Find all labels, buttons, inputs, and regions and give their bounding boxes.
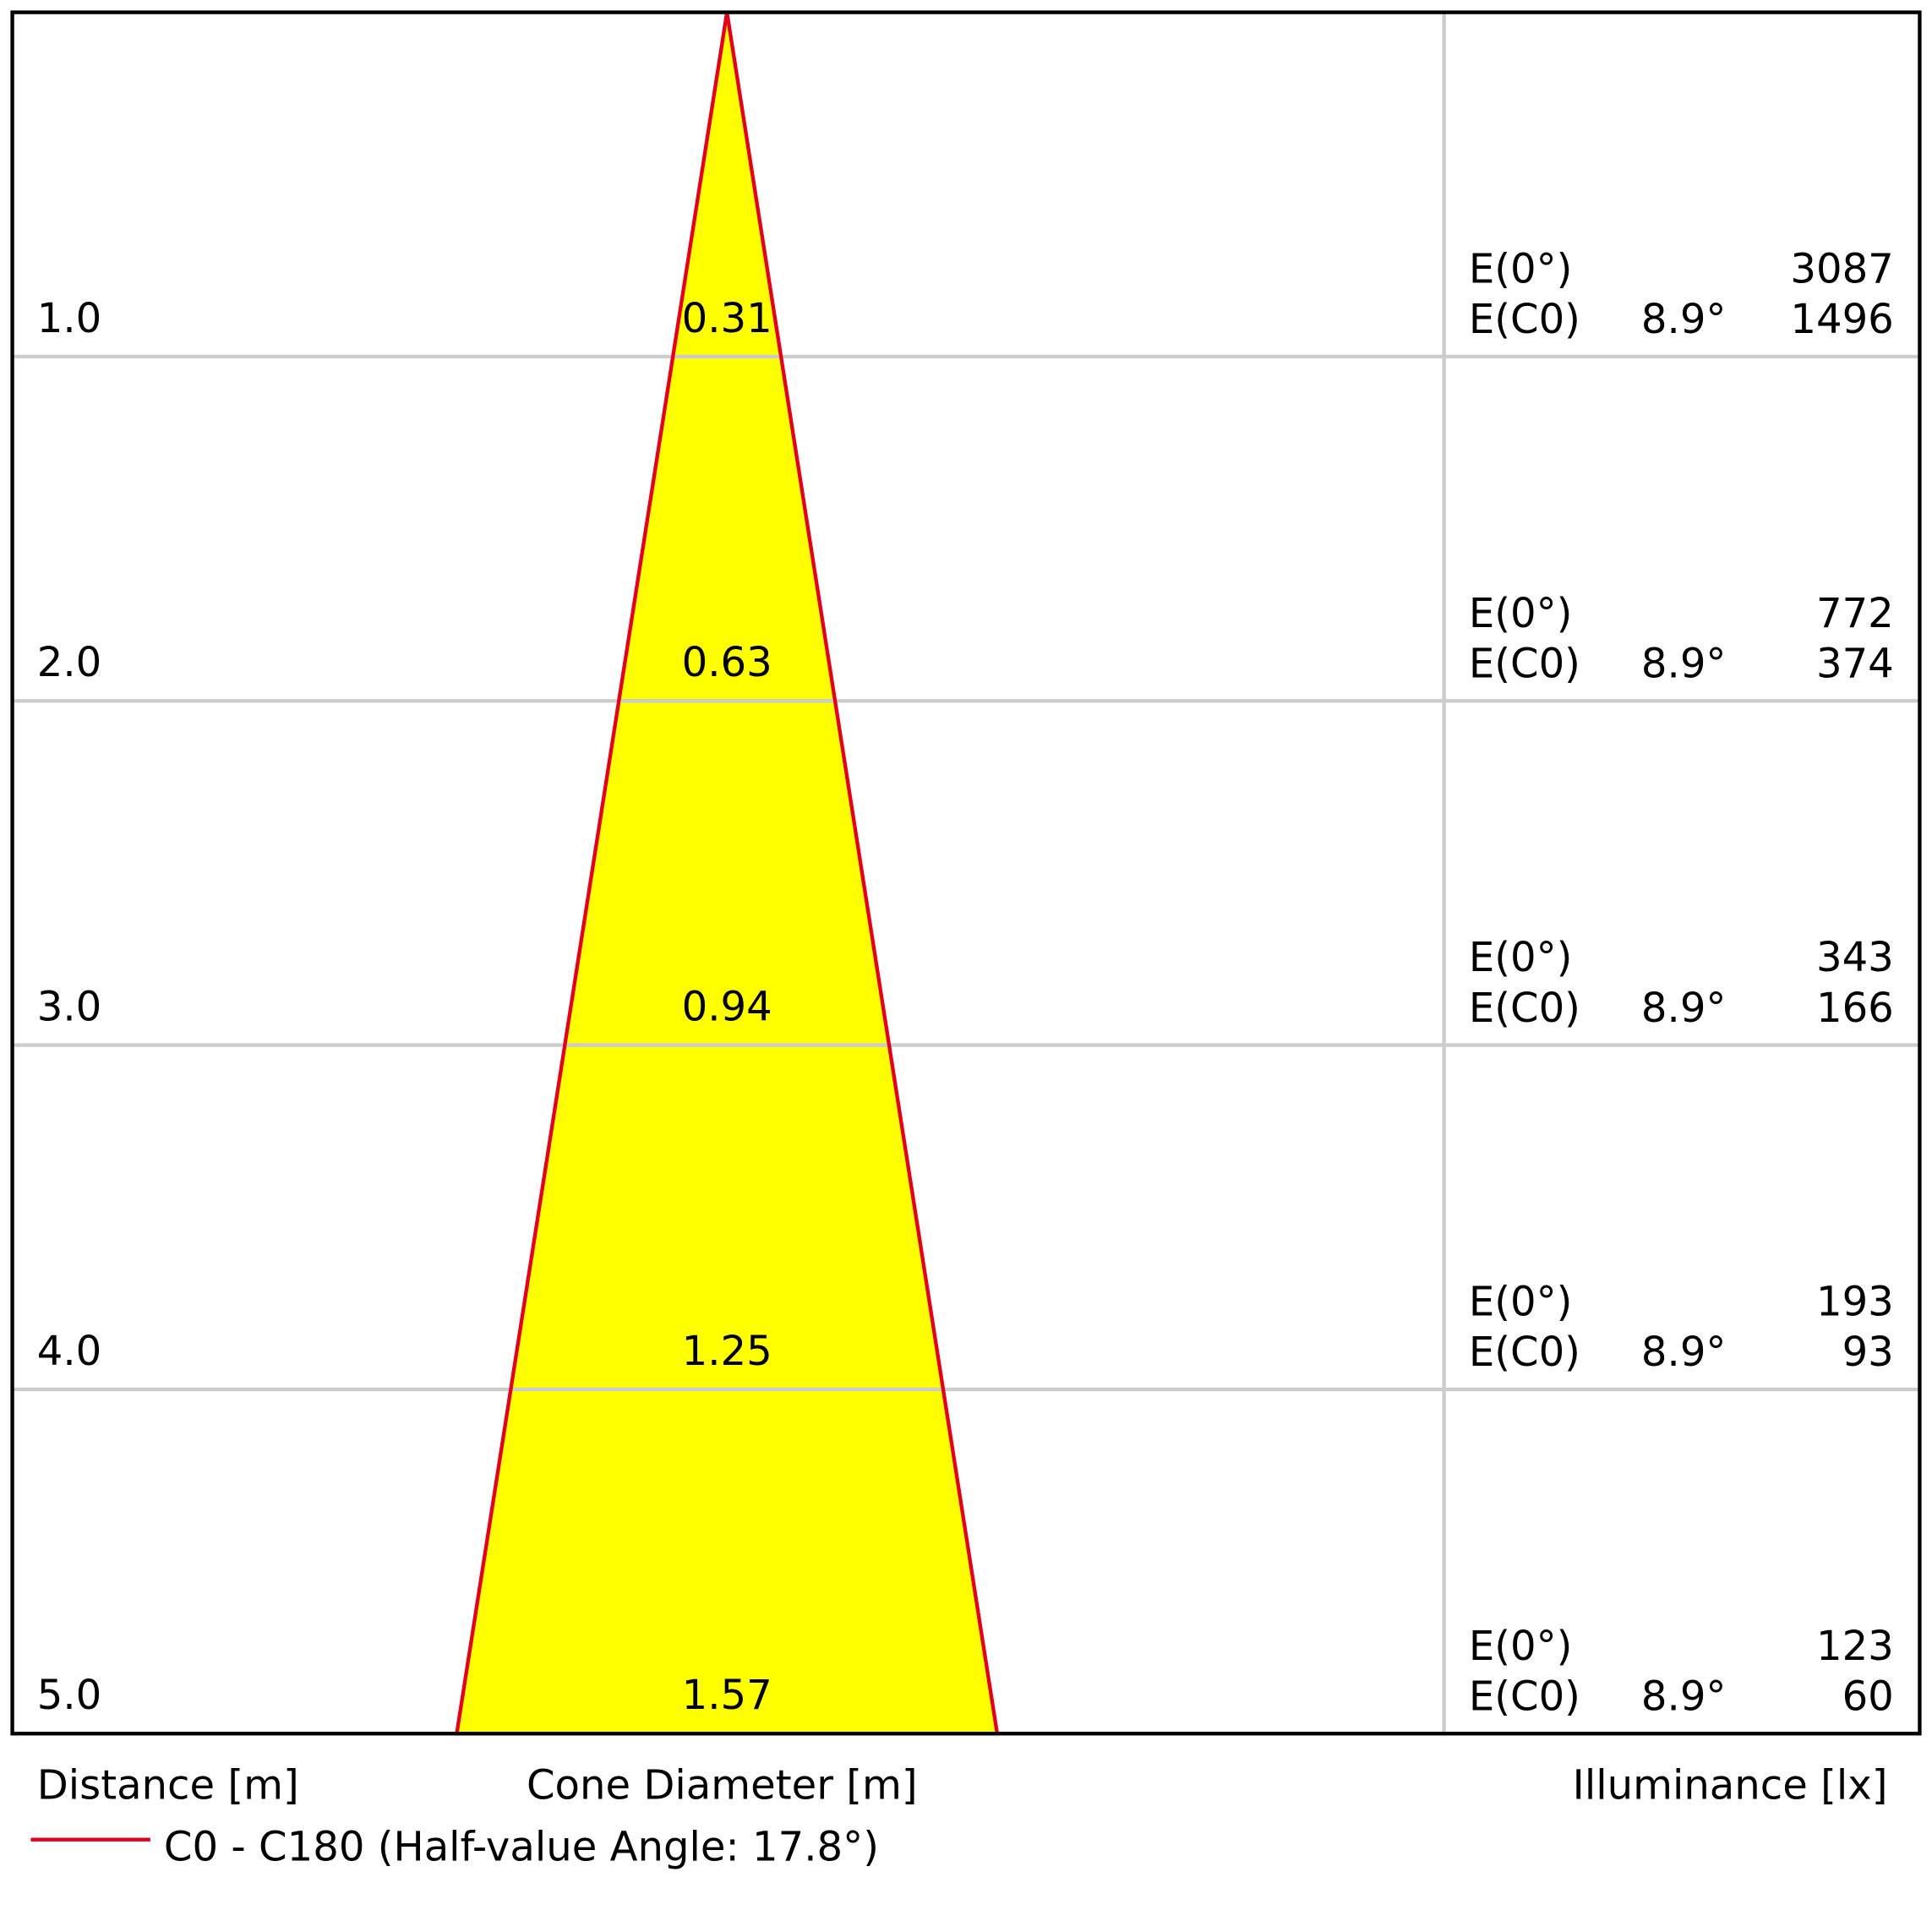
e0-label: E(0°) xyxy=(1469,1623,1573,1670)
ec0-label: E(C0) xyxy=(1469,985,1580,1032)
ec0-value: 374 xyxy=(1816,641,1894,688)
cone-edge xyxy=(725,12,1000,1734)
ec0-label: E(C0) xyxy=(1469,296,1580,343)
distance-label: 3.0 xyxy=(37,983,102,1030)
ec0-angle: 8.9° xyxy=(1641,1329,1727,1376)
ec0-value: 1496 xyxy=(1790,296,1893,343)
ec0-label: E(C0) xyxy=(1469,1673,1580,1721)
e0-value: 123 xyxy=(1816,1623,1894,1670)
diameter-label: 0.31 xyxy=(682,295,772,342)
ec0-angle: 8.9° xyxy=(1641,985,1727,1032)
ec0-angle: 8.9° xyxy=(1641,296,1727,343)
e0-value: 772 xyxy=(1816,590,1894,637)
frame xyxy=(10,10,1922,1736)
e0-value: 193 xyxy=(1816,1278,1894,1325)
diameter-label: 1.25 xyxy=(682,1328,772,1375)
e0-label: E(0°) xyxy=(1469,934,1573,981)
e0-value: 3087 xyxy=(1790,245,1893,292)
distance-axis-title: Distance [m] xyxy=(37,1762,299,1809)
diameter-label: 0.94 xyxy=(682,983,772,1030)
ec0-angle: 8.9° xyxy=(1641,641,1727,688)
illuminance-axis-title: Illuminance [lx] xyxy=(1573,1762,1888,1809)
diameter-label: 0.63 xyxy=(682,639,772,686)
ec0-value: 166 xyxy=(1816,985,1894,1032)
ec0-value: 93 xyxy=(1842,1329,1894,1376)
e0-label: E(0°) xyxy=(1469,245,1573,292)
ec0-value: 60 xyxy=(1842,1673,1894,1721)
ec0-label: E(C0) xyxy=(1469,641,1580,688)
ec0-angle: 8.9° xyxy=(1641,1673,1727,1721)
diameter-label: 1.57 xyxy=(682,1672,772,1719)
distance-label: 5.0 xyxy=(37,1672,102,1719)
ec0-label: E(C0) xyxy=(1469,1329,1580,1376)
cone xyxy=(456,12,997,1734)
distance-label: 2.0 xyxy=(37,639,102,686)
e0-label: E(0°) xyxy=(1469,590,1573,637)
legend-label: C0 - C180 (Half-value Angle: 17.8°) xyxy=(164,1823,879,1870)
distance-label: 1.0 xyxy=(37,295,102,342)
diameter-axis-title: Cone Diameter [m] xyxy=(527,1762,918,1809)
distance-label: 4.0 xyxy=(37,1328,102,1375)
cone-edge xyxy=(455,12,729,1734)
e0-value: 343 xyxy=(1816,934,1894,981)
e0-label: E(0°) xyxy=(1469,1278,1573,1325)
